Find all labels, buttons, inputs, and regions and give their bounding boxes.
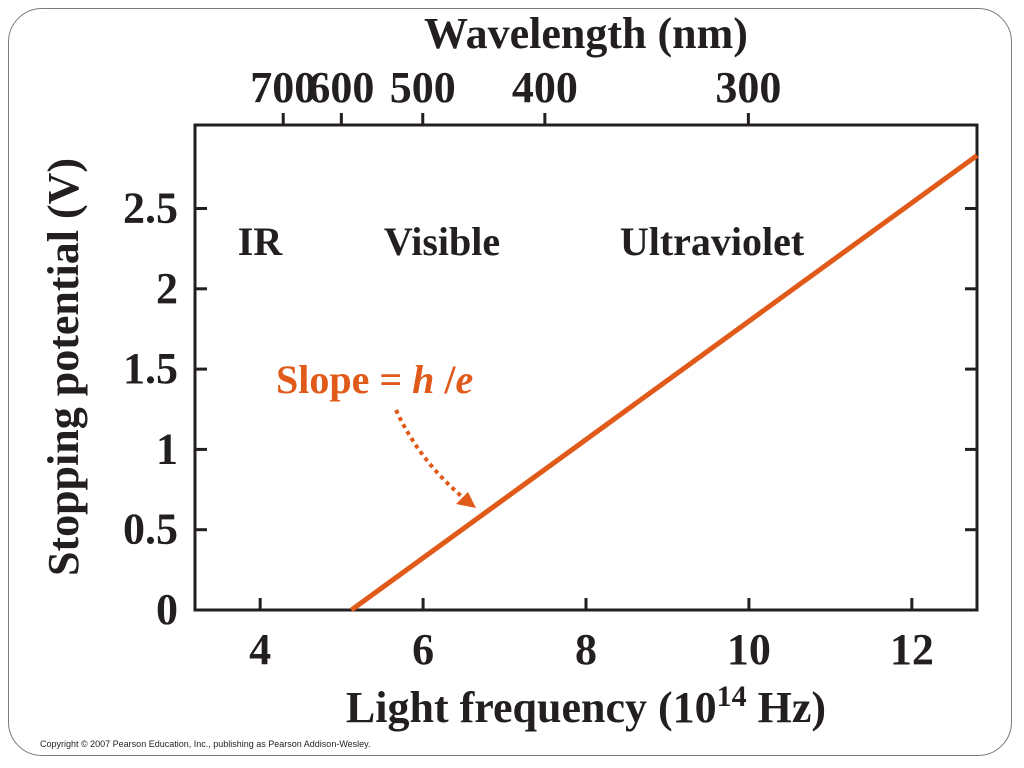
y-tick-label: 2.5 <box>123 184 178 233</box>
region-label-ir: IR <box>238 219 284 264</box>
y-tick-label: 2 <box>156 264 178 313</box>
region-label-ultraviolet: Ultraviolet <box>620 219 805 264</box>
x-tick-label: 10 <box>727 625 771 674</box>
top-tick-label: 300 <box>715 63 781 112</box>
y-tick-label: 1.5 <box>123 344 178 393</box>
slope-arrow <box>394 409 468 502</box>
top-tick-label: 600 <box>308 63 374 112</box>
x-tick-label: 8 <box>575 625 597 674</box>
slope-prefix: Slope = <box>276 357 412 402</box>
x-axis-title-tail: Hz) <box>747 683 826 732</box>
x-axis-title: Light frequency (1014 Hz) <box>346 680 826 732</box>
slope-annotation: Slope = h /e <box>276 357 473 402</box>
top-tick-label: 400 <box>512 63 578 112</box>
top-tick-label: 500 <box>390 63 456 112</box>
region-label-visible: Visible <box>384 219 500 264</box>
copyright-note: Copyright © 2007 Pearson Education, Inc.… <box>40 739 371 749</box>
top-axis-title: Wavelength (nm) <box>424 9 748 58</box>
slide-frame <box>8 8 1012 756</box>
slope-e: e <box>456 357 474 402</box>
y-tick-label: 1 <box>156 424 178 473</box>
y-tick-label: 0.5 <box>123 505 178 554</box>
x-tick-label: 4 <box>249 625 271 674</box>
y-tick-label: 0 <box>156 585 178 634</box>
x-tick-label: 6 <box>412 625 434 674</box>
slope-sep: / <box>434 357 456 402</box>
x-tick-label: 12 <box>890 625 934 674</box>
x-axis-title-exponent: 14 <box>717 680 747 713</box>
top-tick-label: 700 <box>250 63 316 112</box>
y-axis-title: Stopping potential (V) <box>39 158 88 576</box>
x-axis-title-main: Light frequency (10 <box>346 683 717 732</box>
data-line <box>349 153 979 613</box>
slope-arrow-head <box>456 492 476 508</box>
slope-h: h <box>412 357 434 402</box>
